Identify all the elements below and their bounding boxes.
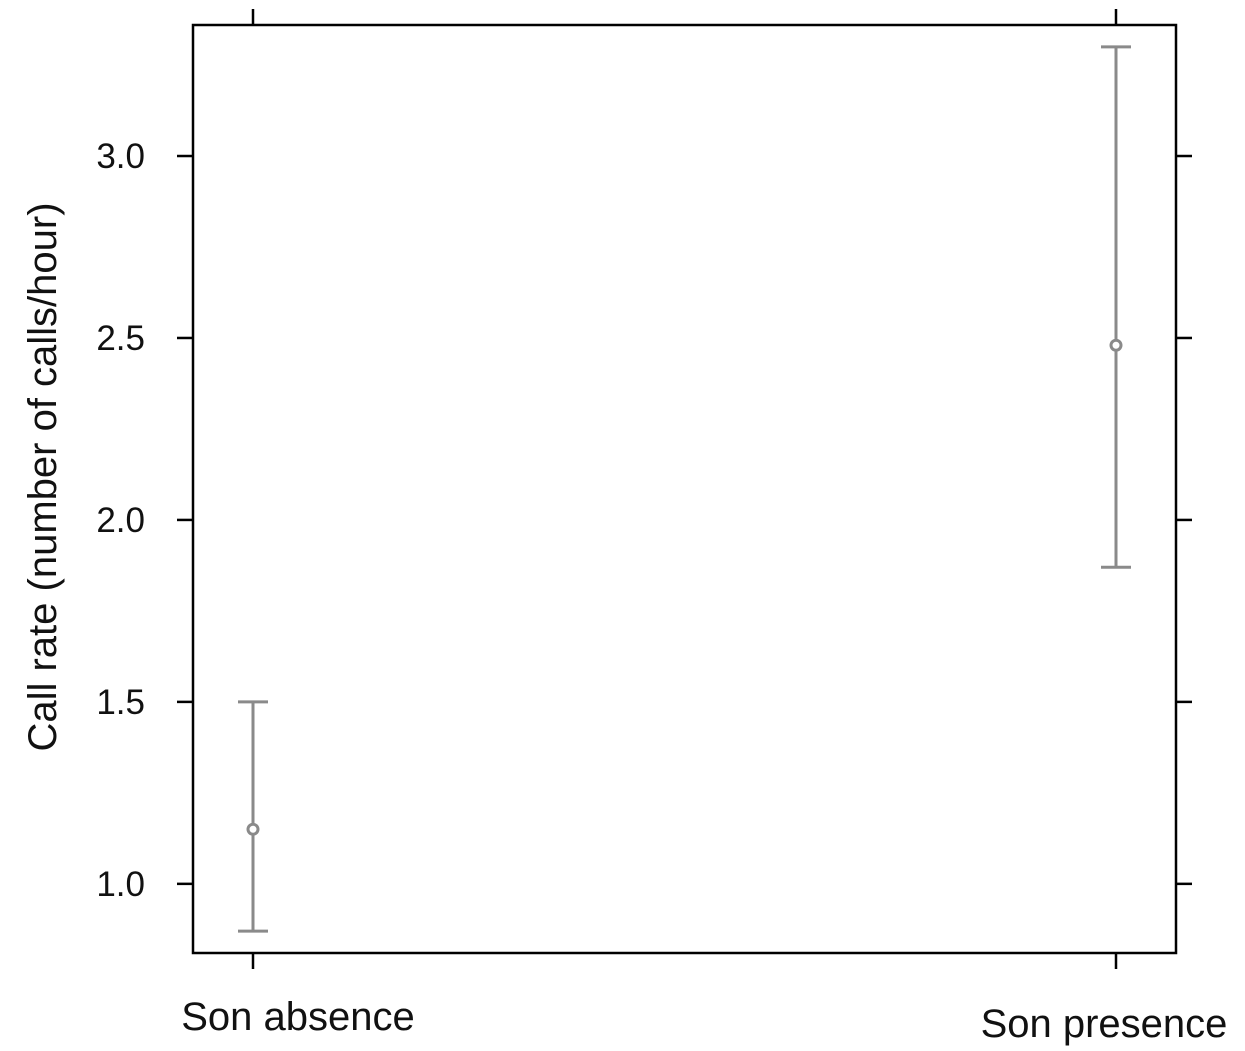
data-point xyxy=(246,822,260,836)
y-tick-label: 3.0 xyxy=(96,137,145,176)
axis-ticks xyxy=(177,9,1192,969)
y-tick-label: 2.0 xyxy=(96,501,145,540)
y-tick-labels: 1.0 1.5 2.0 2.5 3.0 xyxy=(96,137,145,904)
y-axis-title: Call rate (number of calls/hour) xyxy=(21,202,65,751)
x-tick-labels: Son absence Son presence xyxy=(181,995,1227,1046)
y-tick-label: 1.5 xyxy=(96,683,145,722)
y-tick-label: 2.5 xyxy=(96,319,145,358)
x-tick-label: Son presence xyxy=(981,1002,1228,1046)
x-tick-label: Son absence xyxy=(181,995,415,1039)
data-point xyxy=(1109,338,1123,352)
y-tick-label: 1.0 xyxy=(96,865,145,904)
data-marks xyxy=(238,45,1131,933)
plot-frame xyxy=(191,23,1178,955)
